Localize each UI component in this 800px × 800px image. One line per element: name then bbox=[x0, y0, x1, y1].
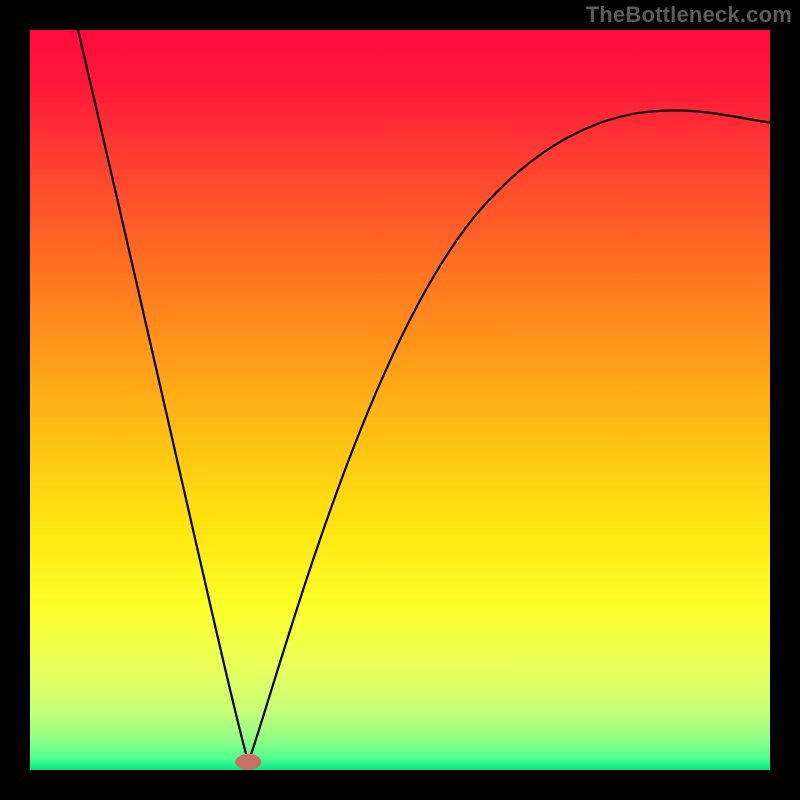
plot-area bbox=[30, 30, 770, 770]
watermark-text: TheBottleneck.com bbox=[586, 2, 792, 28]
chart-svg bbox=[30, 30, 770, 770]
vertex-marker bbox=[235, 754, 261, 770]
chart-background bbox=[30, 30, 770, 770]
outer-frame: TheBottleneck.com bbox=[0, 0, 800, 800]
